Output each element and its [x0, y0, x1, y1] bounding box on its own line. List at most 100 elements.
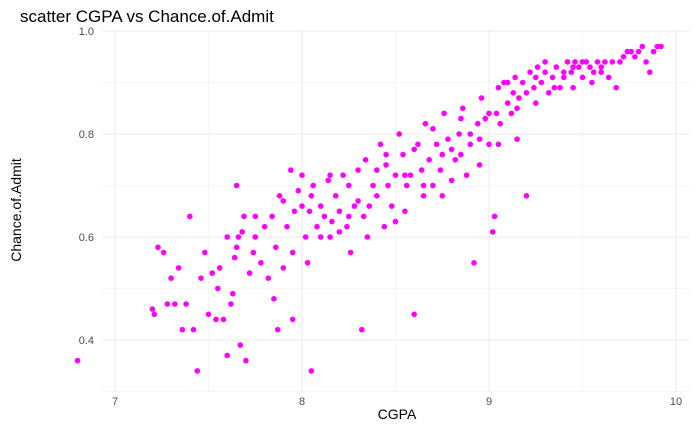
data-point: [374, 193, 380, 199]
data-point: [308, 193, 315, 199]
data-point: [643, 59, 649, 65]
data-point: [463, 172, 470, 178]
data-point: [205, 311, 212, 318]
data-point: [609, 59, 616, 65]
data-point: [598, 69, 604, 75]
data-point: [366, 203, 373, 209]
data-point: [426, 157, 433, 163]
data-point: [383, 151, 389, 158]
data-point: [216, 265, 223, 271]
data-point: [370, 182, 376, 189]
y-tick-label: 1.0: [79, 26, 94, 38]
data-point: [321, 213, 328, 220]
data-point: [224, 352, 230, 359]
x-tick-label: 7: [112, 396, 118, 408]
data-point: [441, 110, 447, 117]
data-point: [497, 120, 504, 127]
data-point: [151, 311, 158, 318]
data-point: [411, 311, 418, 318]
data-point: [317, 234, 324, 240]
data-point: [284, 223, 290, 230]
data-point: [570, 84, 576, 91]
data-point: [149, 306, 156, 312]
data-point: [635, 48, 642, 55]
y-tick-label: 0.4: [79, 335, 94, 347]
data-point: [168, 275, 174, 282]
data-point: [527, 69, 533, 75]
data-point: [243, 357, 249, 364]
data-point: [478, 95, 485, 101]
data-point: [233, 182, 240, 189]
data-point: [402, 208, 408, 215]
data-point: [280, 198, 287, 204]
data-point: [613, 84, 619, 91]
data-point: [351, 203, 358, 209]
data-point: [448, 146, 455, 153]
data-point: [605, 74, 612, 81]
data-point: [460, 105, 466, 112]
x-tick-label: 10: [670, 396, 682, 408]
data-point: [650, 48, 657, 55]
data-point: [360, 213, 367, 220]
data-point: [179, 326, 186, 333]
data-point: [194, 368, 201, 374]
data-point: [579, 74, 586, 81]
data-point: [617, 59, 623, 65]
x-axis-title: CGPA: [378, 406, 417, 422]
data-point: [364, 234, 371, 240]
data-point: [504, 79, 511, 86]
data-point: [302, 234, 309, 240]
data-point: [602, 59, 608, 65]
data-point: [647, 69, 653, 75]
data-point: [250, 249, 257, 256]
data-point: [411, 146, 418, 153]
data-point: [347, 249, 354, 256]
data-point: [228, 301, 234, 307]
data-point: [576, 64, 582, 70]
data-point: [448, 177, 455, 184]
data-point: [508, 110, 515, 117]
data-point: [329, 218, 335, 225]
data-point: [389, 203, 395, 209]
data-point: [570, 64, 576, 70]
data-point: [383, 162, 389, 168]
data-point: [327, 172, 333, 178]
data-point: [430, 126, 436, 132]
data-point: [274, 326, 281, 333]
data-point: [289, 249, 296, 256]
data-point: [495, 84, 502, 91]
data-point: [452, 157, 459, 163]
data-point: [241, 213, 247, 220]
data-point: [403, 182, 410, 189]
data-point: [542, 69, 548, 75]
data-point: [381, 223, 388, 230]
data-point: [288, 167, 294, 173]
data-point: [519, 79, 526, 86]
data-point: [289, 316, 296, 323]
data-point: [291, 208, 298, 215]
data-point: [317, 203, 324, 209]
y-axis-title: Chance.of.Admit: [8, 158, 24, 262]
data-point: [224, 234, 230, 240]
data-point: [346, 182, 352, 189]
data-point: [220, 316, 227, 323]
data-point: [374, 167, 380, 173]
data-point: [594, 59, 601, 65]
data-point: [514, 136, 520, 142]
data-point: [340, 172, 346, 178]
data-point: [280, 265, 287, 271]
data-point: [246, 270, 253, 276]
data-point: [439, 151, 446, 158]
data-point: [190, 326, 197, 333]
data-point: [486, 141, 492, 148]
data-point: [512, 74, 518, 81]
data-point: [598, 64, 604, 70]
data-point: [639, 43, 646, 50]
data-point: [74, 357, 81, 364]
data-point: [198, 275, 204, 282]
data-point: [233, 244, 240, 251]
data-point: [355, 167, 361, 173]
data-point: [557, 84, 563, 91]
data-point: [276, 193, 283, 199]
